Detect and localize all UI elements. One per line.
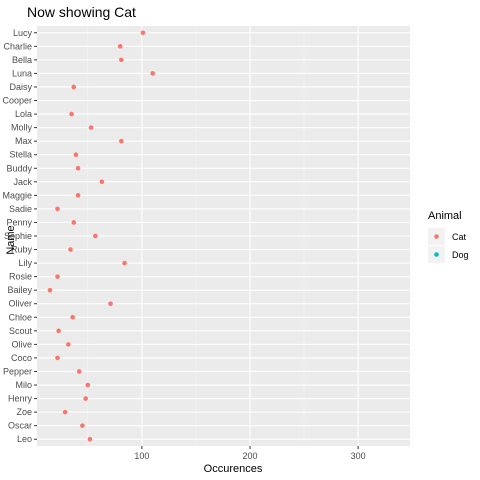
legend-swatch — [434, 252, 439, 257]
y-tick-label: Scout — [9, 326, 33, 336]
data-point — [83, 396, 88, 401]
data-point — [88, 125, 94, 130]
y-tick-label: Maggie — [2, 190, 32, 200]
y-tick-label: Oliver — [8, 299, 32, 309]
legend-label: Cat — [452, 232, 467, 242]
data-point — [80, 423, 85, 428]
y-tick-label: Pepper — [3, 366, 32, 376]
data-points — [47, 30, 155, 442]
data-point — [66, 342, 71, 347]
data-point — [75, 193, 81, 198]
y-tick-label: Ruby — [11, 245, 33, 255]
data-point — [75, 165, 81, 171]
y-tick-label: Bella — [12, 55, 32, 65]
y-tick-label: Stella — [9, 150, 32, 160]
y-tick-label: Molly — [11, 123, 33, 133]
y-tick-label: Cooper — [2, 96, 32, 106]
y-tick-label: Lily — [18, 258, 32, 268]
y-tick-label: Oscar — [8, 421, 32, 431]
data-point — [56, 328, 61, 334]
y-tick-label: Chloe — [8, 312, 32, 322]
y-tick-label: Penny — [6, 217, 32, 227]
grid-major — [37, 26, 410, 446]
y-tick-label: Max — [15, 136, 33, 146]
data-point — [62, 409, 68, 415]
y-tick-label: Coco — [11, 353, 32, 363]
y-tick-label: Charlie — [3, 41, 32, 51]
data-point — [140, 30, 146, 36]
data-point — [117, 44, 123, 49]
y-tick-label: Henry — [8, 394, 33, 404]
x-axis-title: Occurences — [204, 463, 263, 475]
y-tick-label: Leo — [17, 434, 32, 444]
data-point — [71, 84, 77, 90]
data-point — [122, 260, 127, 266]
data-point — [108, 301, 113, 307]
legend-title: Animal — [428, 210, 462, 222]
y-tick-label: Rosie — [9, 272, 32, 282]
x-tick-label: 300 — [351, 451, 366, 461]
y-tick-label: Lola — [15, 109, 32, 119]
data-point — [85, 382, 91, 388]
data-point — [119, 57, 124, 63]
y-tick-label: Olive — [11, 339, 32, 349]
data-point — [70, 314, 75, 320]
legend-label: Dog — [452, 250, 469, 260]
data-point — [55, 206, 60, 212]
x-tick-label: 200 — [242, 451, 257, 461]
y-tick-label: Luna — [12, 68, 32, 78]
data-point — [69, 111, 74, 117]
y-tick-label: Milo — [15, 380, 32, 390]
data-point — [71, 220, 77, 225]
legend: Animal Cat Dog — [428, 210, 469, 263]
data-point — [99, 179, 105, 185]
data-point — [93, 233, 98, 239]
y-tick-label: Jack — [13, 177, 32, 187]
y-tick-label: Zoe — [16, 407, 32, 417]
legend-swatch — [434, 234, 439, 239]
data-point — [73, 152, 79, 158]
data-point — [150, 71, 155, 76]
y-axis: Lucy Charlie Bella Luna Daisy Cooper Lola Molly… — [2, 28, 37, 444]
y-tick-label: Daisy — [9, 82, 32, 92]
y-tick-label: Bailey — [7, 285, 32, 295]
data-point — [47, 287, 53, 293]
y-tick-label: Buddy — [6, 163, 32, 173]
x-axis: 100 200 300 — [134, 446, 366, 461]
data-point — [55, 355, 60, 361]
chart-title: Now showing Cat — [27, 4, 136, 20]
y-tick-label: Lucy — [13, 28, 33, 38]
y-tick-label: Sadie — [9, 204, 32, 214]
y-tick-label: Sophie — [4, 231, 32, 241]
data-point — [119, 138, 124, 144]
data-point — [68, 247, 73, 252]
x-tick-label: 100 — [134, 451, 149, 461]
data-point — [76, 369, 82, 374]
data-point — [87, 436, 93, 442]
data-point — [55, 274, 60, 279]
y-axis-title: Name — [5, 225, 17, 254]
